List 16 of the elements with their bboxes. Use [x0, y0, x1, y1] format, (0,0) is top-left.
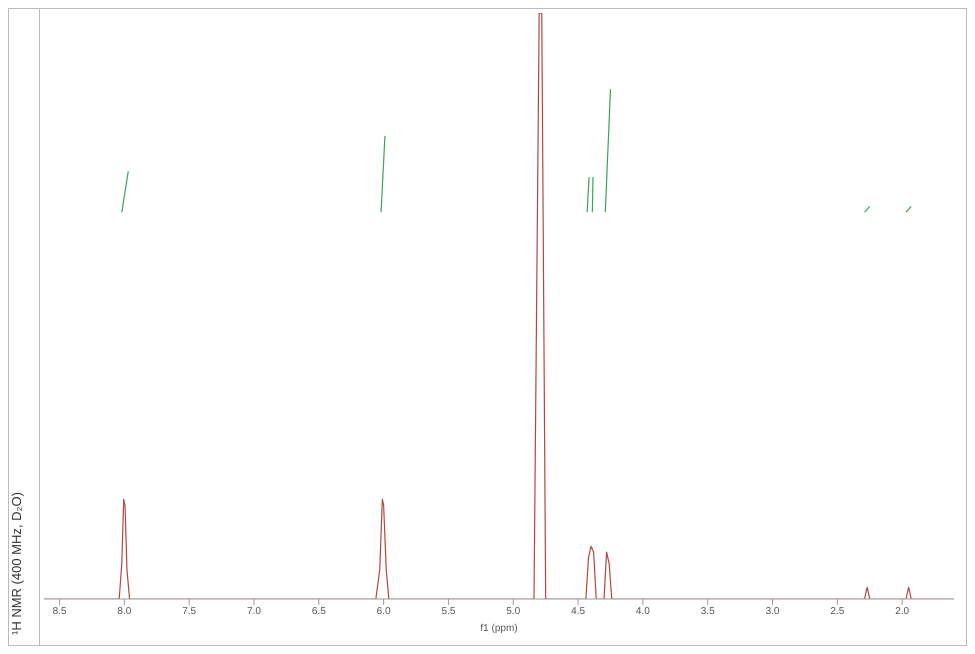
x-tick-label: 6.0: [376, 606, 392, 618]
x-tick-label: 3.0: [766, 606, 780, 618]
x-tick-label: 8.0: [117, 606, 132, 618]
y-axis-title: ¹H NMR (400 MHz, D₂O): [9, 492, 24, 635]
x-tick-label: 3.5: [700, 606, 716, 618]
x-tick-label: 8.5: [52, 606, 67, 618]
x-tick-label: 4.0: [636, 606, 650, 618]
x-tick-label: 7.5: [182, 606, 197, 618]
x-tick-label: 5.0: [506, 606, 521, 618]
x-tick-label: 4.5: [571, 606, 586, 618]
x-tick-label: 2.0: [895, 606, 910, 618]
x-tick-label: 7.0: [247, 606, 262, 618]
x-tick-label: 2.5: [830, 606, 845, 618]
x-tick-label: 6.5: [312, 606, 326, 618]
x-axis-title: f1 (ppm): [480, 623, 518, 634]
x-tick-label: 5.5: [441, 606, 456, 618]
